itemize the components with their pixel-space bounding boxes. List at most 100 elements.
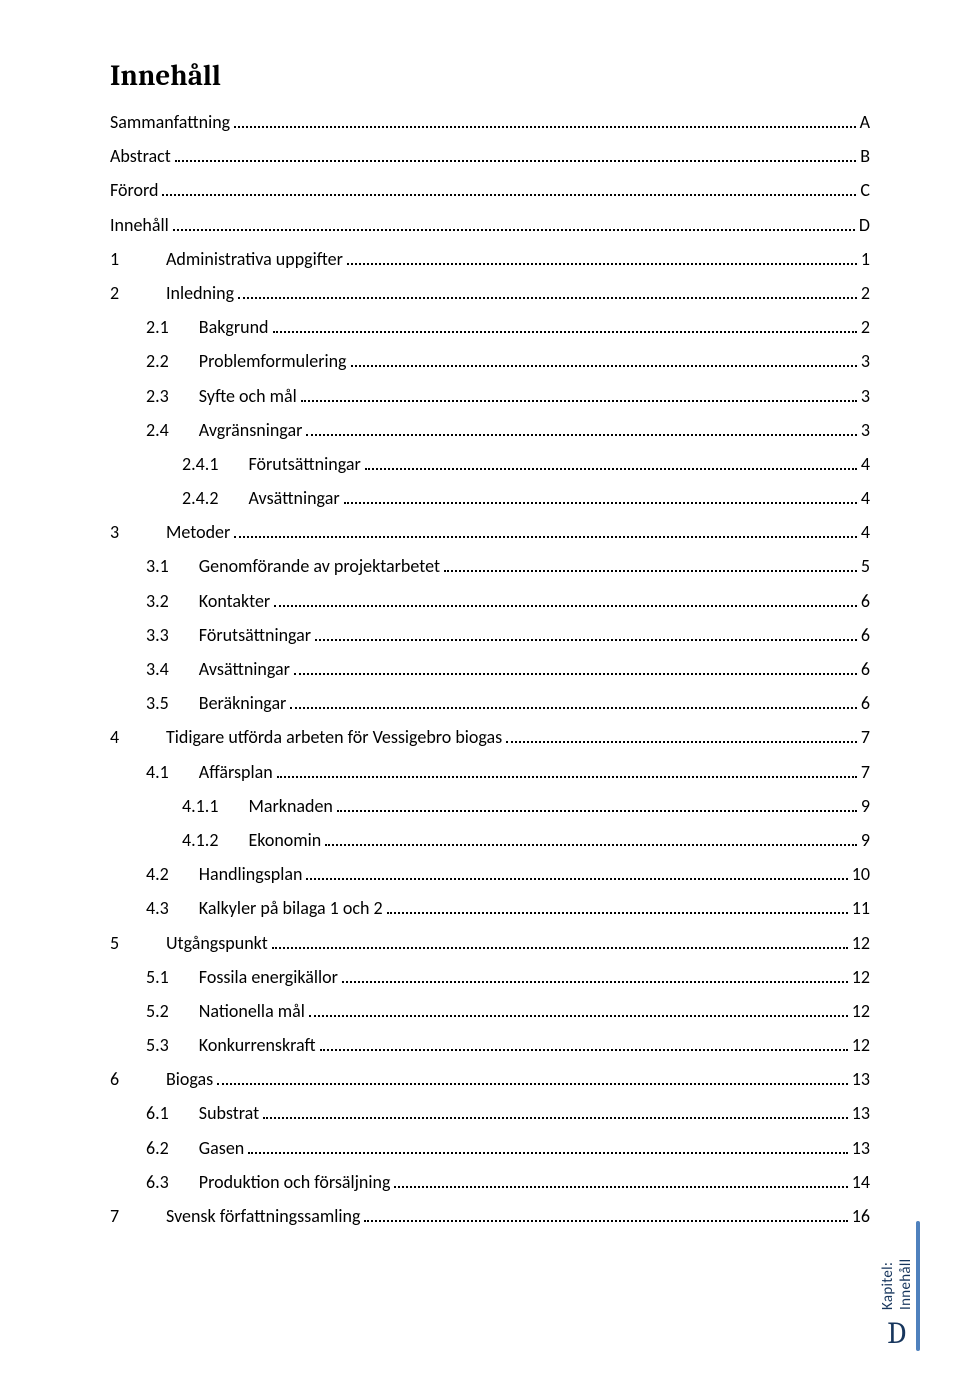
toc-leader-dots xyxy=(351,357,857,368)
toc-entry: 4.1Affärsplan 7 xyxy=(110,755,870,789)
toc-entry-number: 2.1 xyxy=(146,310,199,344)
toc-entry-label: Nationella mål xyxy=(199,994,305,1028)
toc-entry-page: 3 xyxy=(861,344,870,378)
toc-entry-label: Marknaden xyxy=(248,789,332,823)
toc-entry-label: Handlingsplan xyxy=(199,857,303,891)
toc-entry: 2.4.2Avsättningar 4 xyxy=(110,481,870,515)
toc-entry: 5.2Nationella mål 12 xyxy=(110,994,870,1028)
toc-entry-number: 5.2 xyxy=(146,994,199,1028)
toc-leader-dots xyxy=(342,972,848,983)
toc-entry: 6.2Gasen 13 xyxy=(110,1131,870,1165)
toc-entry: 2.4.1Förutsättningar 4 xyxy=(110,447,870,481)
side-tab-prefix: Kapitel: xyxy=(879,1262,897,1310)
toc-leader-dots xyxy=(444,562,857,573)
toc-entry-page: 6 xyxy=(861,618,870,652)
toc-entry-page: 11 xyxy=(852,891,870,925)
toc-leader-dots xyxy=(294,664,857,675)
toc-entry-page: 4 xyxy=(861,515,870,549)
toc-entry-page: 9 xyxy=(861,789,870,823)
toc-entry-number: 6.2 xyxy=(146,1131,199,1165)
toc-entry-page: 16 xyxy=(852,1199,870,1233)
side-tab-chapter-name: Innehåll xyxy=(897,1259,915,1310)
toc-leader-dots xyxy=(306,425,857,436)
toc-entry-label: Ekonomin xyxy=(248,823,321,857)
toc-leader-dots xyxy=(273,322,857,333)
toc-leader-dots xyxy=(325,835,857,846)
toc-entry-number: 3 xyxy=(110,515,166,549)
toc-entry-page: 1 xyxy=(861,242,870,276)
toc-entry-page: 4 xyxy=(861,481,870,515)
toc-entry-number: 2.4.1 xyxy=(182,447,248,481)
toc-entry-label: Affärsplan xyxy=(199,755,273,789)
toc-leader-dots xyxy=(315,630,857,641)
toc-entry-number: 4.1.1 xyxy=(182,789,248,823)
toc-entry-number: 7 xyxy=(110,1199,166,1233)
toc-leader-dots xyxy=(387,904,848,915)
toc-entry: 6.3Produktion och försäljning 14 xyxy=(110,1165,870,1199)
toc-leader-dots xyxy=(344,493,857,504)
toc-entry: 6.1Substrat 13 xyxy=(110,1096,870,1130)
toc-entry-label: Kontakter xyxy=(199,584,270,618)
toc-entry: 2.3Syfte och mål 3 xyxy=(110,379,870,413)
toc-entry: 5.1Fossila energikällor 12 xyxy=(110,960,870,994)
toc-entry: 2.4Avgränsningar 3 xyxy=(110,413,870,447)
toc-entry: 5Utgångspunkt 12 xyxy=(110,926,870,960)
toc-entry-page: 6 xyxy=(861,652,870,686)
toc-leader-dots xyxy=(248,1143,848,1154)
toc-entry: 4Tidigare utförda arbeten för Vessigebro… xyxy=(110,720,870,754)
toc-entry-label: Problemformulering xyxy=(199,344,347,378)
toc-leader-dots xyxy=(290,698,857,709)
toc-entry-label: Inledning xyxy=(166,276,234,310)
toc-entry-label: Gasen xyxy=(199,1131,244,1165)
toc-entry: 3.3Förutsättningar 6 xyxy=(110,618,870,652)
toc-leader-dots xyxy=(234,527,857,538)
toc-entry-page: 12 xyxy=(852,994,870,1028)
toc-entry: Sammanfattning A xyxy=(110,105,870,139)
toc-entry-number: 2.3 xyxy=(146,379,199,413)
toc-entry-number: 2.4.2 xyxy=(182,481,248,515)
toc-entry: 3.4Avsättningar 6 xyxy=(110,652,870,686)
toc-entry-page: 5 xyxy=(861,549,870,583)
side-tab-chapter-label: Kapitel: Innehåll xyxy=(879,1221,915,1310)
toc-entry-number: 3.3 xyxy=(146,618,199,652)
toc-entry-page: 6 xyxy=(861,584,870,618)
toc-leader-dots xyxy=(506,733,857,744)
toc-entry-number: 3.1 xyxy=(146,549,199,583)
toc-entry: 2.2Problemformulering 3 xyxy=(110,344,870,378)
toc-entry: 3Metoder 4 xyxy=(110,515,870,549)
toc-entry-label: Svensk författningssamling xyxy=(166,1199,360,1233)
toc-entry-label: Avgränsningar xyxy=(199,413,303,447)
toc-leader-dots xyxy=(301,391,857,402)
toc-entry-label: Abstract xyxy=(110,139,171,173)
toc-entry-label: Bakgrund xyxy=(199,310,269,344)
toc-entry-number: 3.5 xyxy=(146,686,199,720)
toc-entry-number: 1 xyxy=(110,242,166,276)
toc-entry-page: 12 xyxy=(852,926,870,960)
toc-entry-number: 4.1.2 xyxy=(182,823,248,857)
toc-leader-dots xyxy=(394,1177,847,1188)
toc-entry: 2.1Bakgrund 2 xyxy=(110,310,870,344)
toc-leader-dots xyxy=(306,869,847,880)
toc-entry: 4.1.2Ekonomin 9 xyxy=(110,823,870,857)
toc-entry-number: 2.4 xyxy=(146,413,199,447)
toc-entry-page: 7 xyxy=(861,720,870,754)
toc-entry-number: 4.3 xyxy=(146,891,199,925)
toc-entry-label: Utgångspunkt xyxy=(166,926,268,960)
toc-entry-label: Produktion och försäljning xyxy=(199,1165,391,1199)
toc-leader-dots xyxy=(347,254,857,265)
toc-entry-label: Avsättningar xyxy=(248,481,339,515)
toc-leader-dots xyxy=(277,767,857,778)
toc-entry-label: Förord xyxy=(110,173,158,207)
toc-entry-page: A xyxy=(860,105,870,139)
toc-entry-page: 2 xyxy=(861,276,870,310)
toc-leader-dots xyxy=(238,288,857,299)
toc-leader-dots xyxy=(309,1006,848,1017)
toc-entry-label: Substrat xyxy=(199,1096,259,1130)
document-page: Innehåll Sammanfattning AAbstract BFöror… xyxy=(0,0,960,1391)
table-of-contents: Sammanfattning AAbstract BFörord CInnehå… xyxy=(110,105,870,1233)
toc-entry-number: 4.1 xyxy=(146,755,199,789)
toc-entry-label: Metoder xyxy=(166,515,230,549)
toc-entry-page: 13 xyxy=(852,1096,870,1130)
toc-leader-dots xyxy=(173,220,855,231)
toc-entry-page: 12 xyxy=(852,960,870,994)
